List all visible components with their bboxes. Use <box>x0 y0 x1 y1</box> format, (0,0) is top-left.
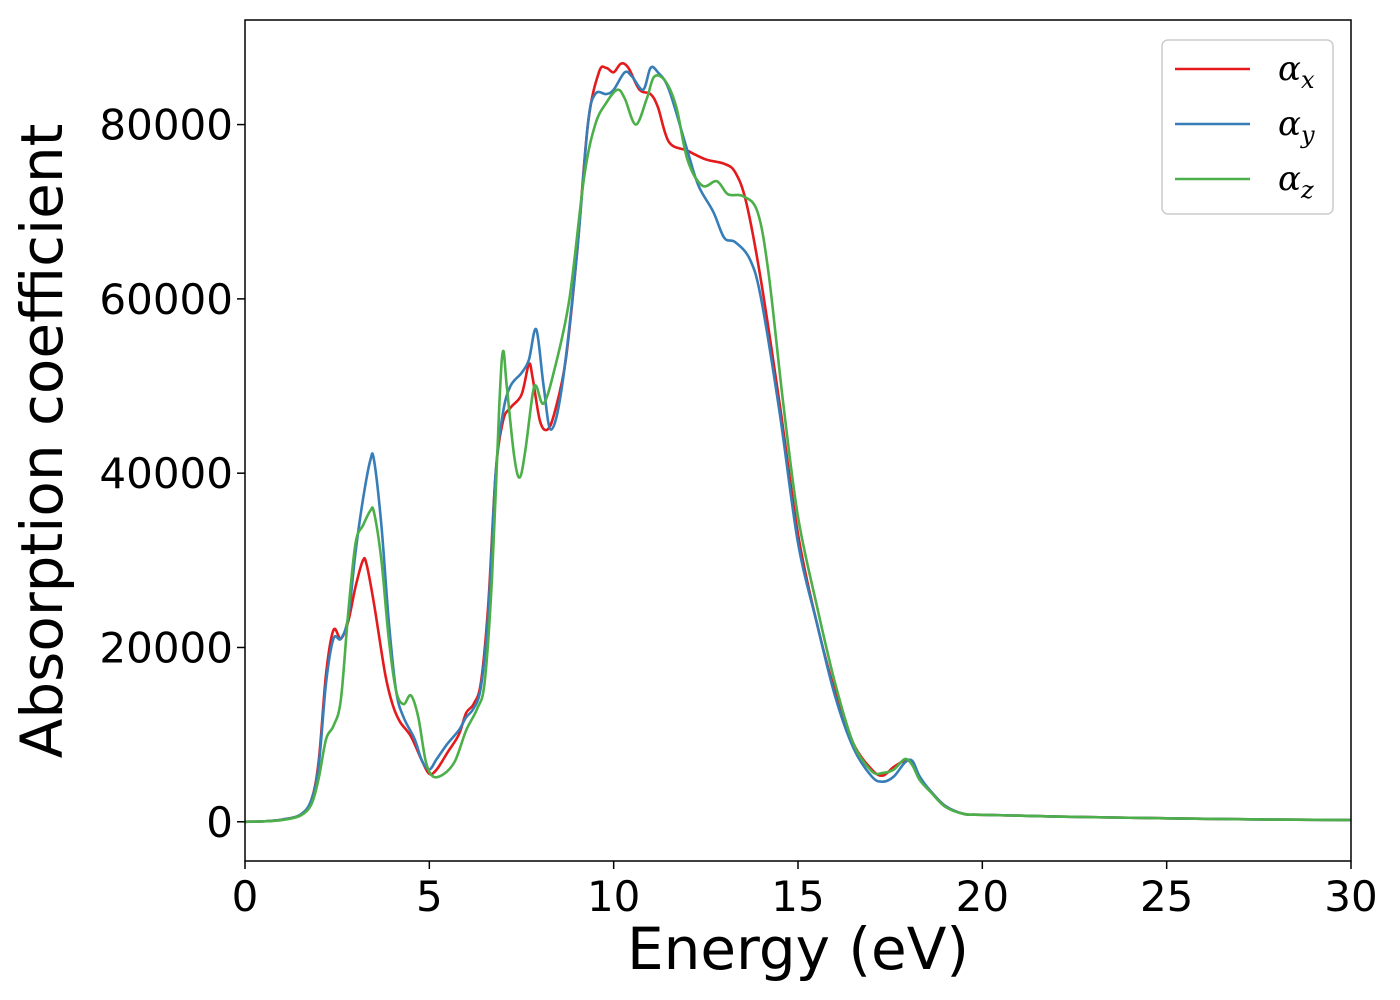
x-axis-ticks: 0 5 10 15 20 25 30 <box>232 861 1378 921</box>
legend-label-y: αy <box>1278 104 1315 149</box>
legend: αx αy αz <box>1161 39 1334 215</box>
legend-items: αx αy αz <box>1175 49 1315 204</box>
y-tick-label: 80000 <box>99 101 233 150</box>
series-line-y <box>244 65 1352 824</box>
y-axis-label: Absorption coefficient <box>8 124 76 759</box>
series-layer <box>244 62 1352 824</box>
legend-box <box>1161 39 1334 215</box>
y-axis-ticks: 0 20000 40000 60000 80000 <box>99 101 245 847</box>
series-line-z <box>244 74 1352 824</box>
x-tick-label: 25 <box>1140 872 1193 921</box>
x-tick-label: 30 <box>1324 872 1377 921</box>
x-tick-label: 15 <box>771 872 824 921</box>
x-tick-label: 10 <box>587 872 640 921</box>
y-tick-label: 0 <box>206 798 233 847</box>
x-tick-label: 20 <box>956 872 1009 921</box>
x-tick-label: 5 <box>416 872 443 921</box>
legend-label-x: αx <box>1278 49 1315 94</box>
x-axis-label: Energy (eV) <box>627 915 969 983</box>
y-tick-label: 60000 <box>99 275 233 324</box>
y-tick-label: 40000 <box>99 449 233 498</box>
legend-label-z: αz <box>1278 159 1314 204</box>
y-tick-label: 20000 <box>99 623 233 672</box>
x-tick-label: 0 <box>232 872 259 921</box>
